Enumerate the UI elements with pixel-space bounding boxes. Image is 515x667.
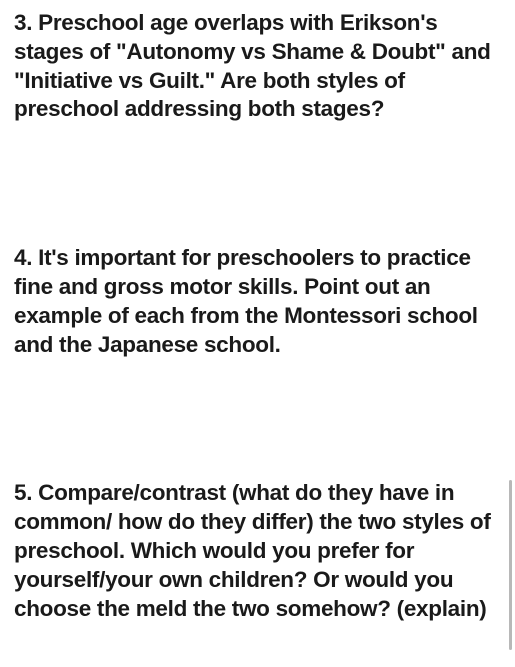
- question-4: 4. It's important for preschoolers to pr…: [14, 244, 501, 359]
- question-5: 5. Compare/contrast (what do they have i…: [14, 479, 501, 623]
- question-3: 3. Preschool age overlaps with Erikson's…: [14, 9, 501, 124]
- scrollbar-thumb[interactable]: [509, 480, 512, 650]
